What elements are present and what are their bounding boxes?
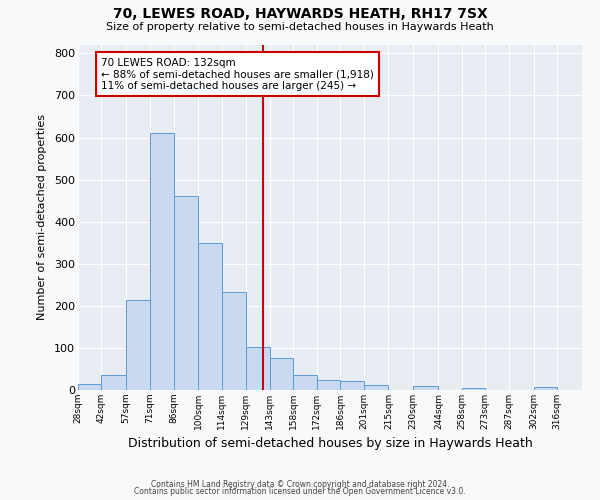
Bar	[246, 346, 270, 390]
Y-axis label: Number of semi-detached properties: Number of semi-detached properties	[37, 114, 47, 320]
Text: Contains HM Land Registry data © Crown copyright and database right 2024.: Contains HM Land Registry data © Crown c…	[151, 480, 449, 489]
Bar	[340, 380, 364, 390]
Bar	[413, 386, 439, 390]
X-axis label: Distribution of semi-detached houses by size in Haywards Heath: Distribution of semi-detached houses by …	[128, 438, 532, 450]
Bar	[293, 376, 317, 390]
Text: 70 LEWES ROAD: 132sqm
← 88% of semi-detached houses are smaller (1,918)
11% of s: 70 LEWES ROAD: 132sqm ← 88% of semi-deta…	[101, 58, 374, 91]
Bar	[364, 385, 388, 390]
Text: 70, LEWES ROAD, HAYWARDS HEATH, RH17 7SX: 70, LEWES ROAD, HAYWARDS HEATH, RH17 7SX	[113, 8, 487, 22]
Text: Size of property relative to semi-detached houses in Haywards Heath: Size of property relative to semi-detach…	[106, 22, 494, 32]
Bar	[533, 388, 557, 390]
Bar	[317, 380, 340, 390]
Bar	[462, 388, 485, 390]
Bar	[270, 358, 293, 390]
Bar	[198, 242, 221, 390]
Bar	[125, 300, 150, 390]
Bar	[78, 384, 101, 390]
Bar	[101, 376, 125, 390]
Text: Contains public sector information licensed under the Open Government Licence v3: Contains public sector information licen…	[134, 487, 466, 496]
Bar	[174, 196, 198, 390]
Bar	[150, 134, 174, 390]
Bar	[221, 292, 246, 390]
